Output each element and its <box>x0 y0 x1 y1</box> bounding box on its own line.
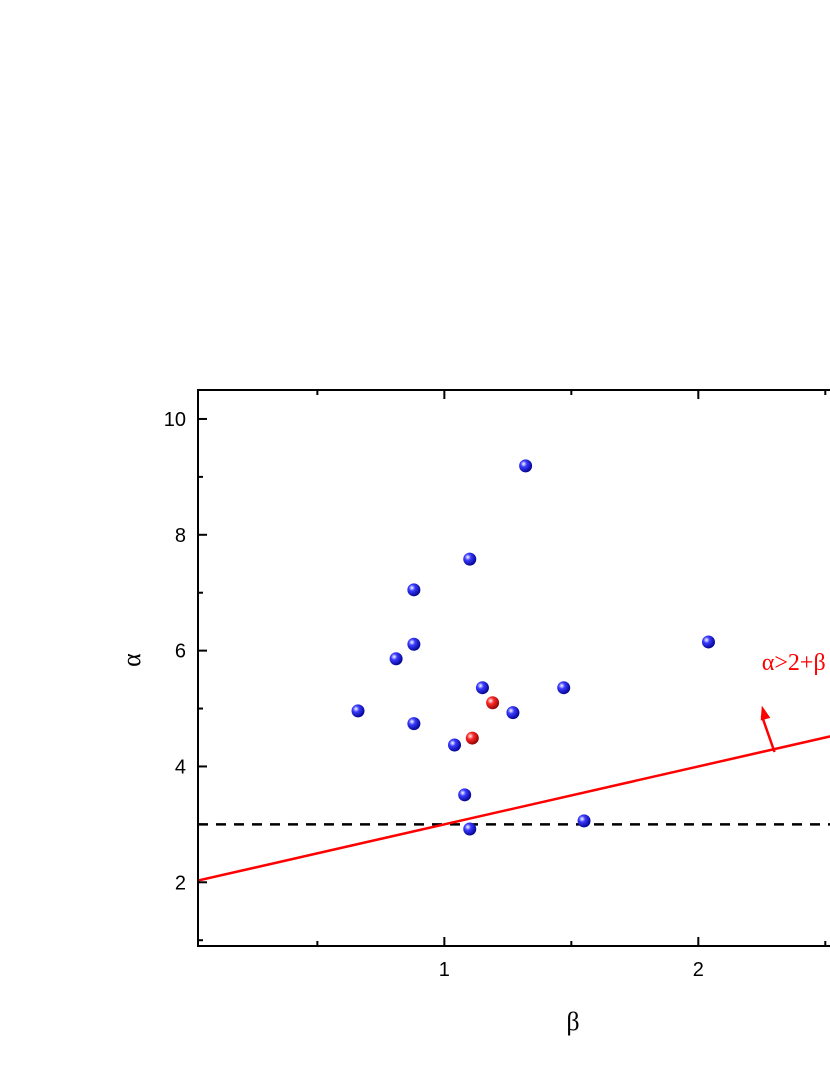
y-axis-title: α <box>117 653 146 667</box>
data-point <box>458 788 472 802</box>
data-point <box>463 822 477 836</box>
y-tick-label: 10 <box>164 409 186 431</box>
data-point <box>407 717 421 731</box>
data-point <box>701 635 715 649</box>
axis-ticks: 1 2 2 4 6 8 10 <box>164 390 827 981</box>
data-point <box>351 704 365 718</box>
annotation-group: α>2+β <box>760 650 826 753</box>
boundary-line <box>198 735 830 882</box>
annotation-label: α>2+β <box>762 650 826 676</box>
plot-frame <box>197 389 830 947</box>
x-tick-label: 1 <box>439 959 450 981</box>
x-tick-label: 2 <box>693 959 704 981</box>
data-point <box>506 706 520 720</box>
data-point <box>407 637 421 651</box>
data-point <box>557 681 571 695</box>
data-point <box>475 681 489 695</box>
x-axis-title: β <box>566 1007 579 1036</box>
data-points <box>351 459 715 836</box>
data-point <box>577 814 591 828</box>
annotation-arrow-shaft <box>760 715 776 753</box>
data-point <box>465 731 479 745</box>
data-point <box>448 738 462 752</box>
y-tick-label: 6 <box>175 641 186 663</box>
data-point <box>389 652 403 666</box>
data-point <box>407 583 421 597</box>
y-tick-label: 8 <box>175 525 186 547</box>
reference-lines <box>198 735 830 882</box>
annotation-arrow-head <box>760 705 771 721</box>
data-point <box>463 552 477 566</box>
y-tick-label: 2 <box>175 872 186 894</box>
data-point <box>486 696 500 710</box>
data-point <box>519 459 533 473</box>
y-tick-label: 4 <box>175 756 186 778</box>
